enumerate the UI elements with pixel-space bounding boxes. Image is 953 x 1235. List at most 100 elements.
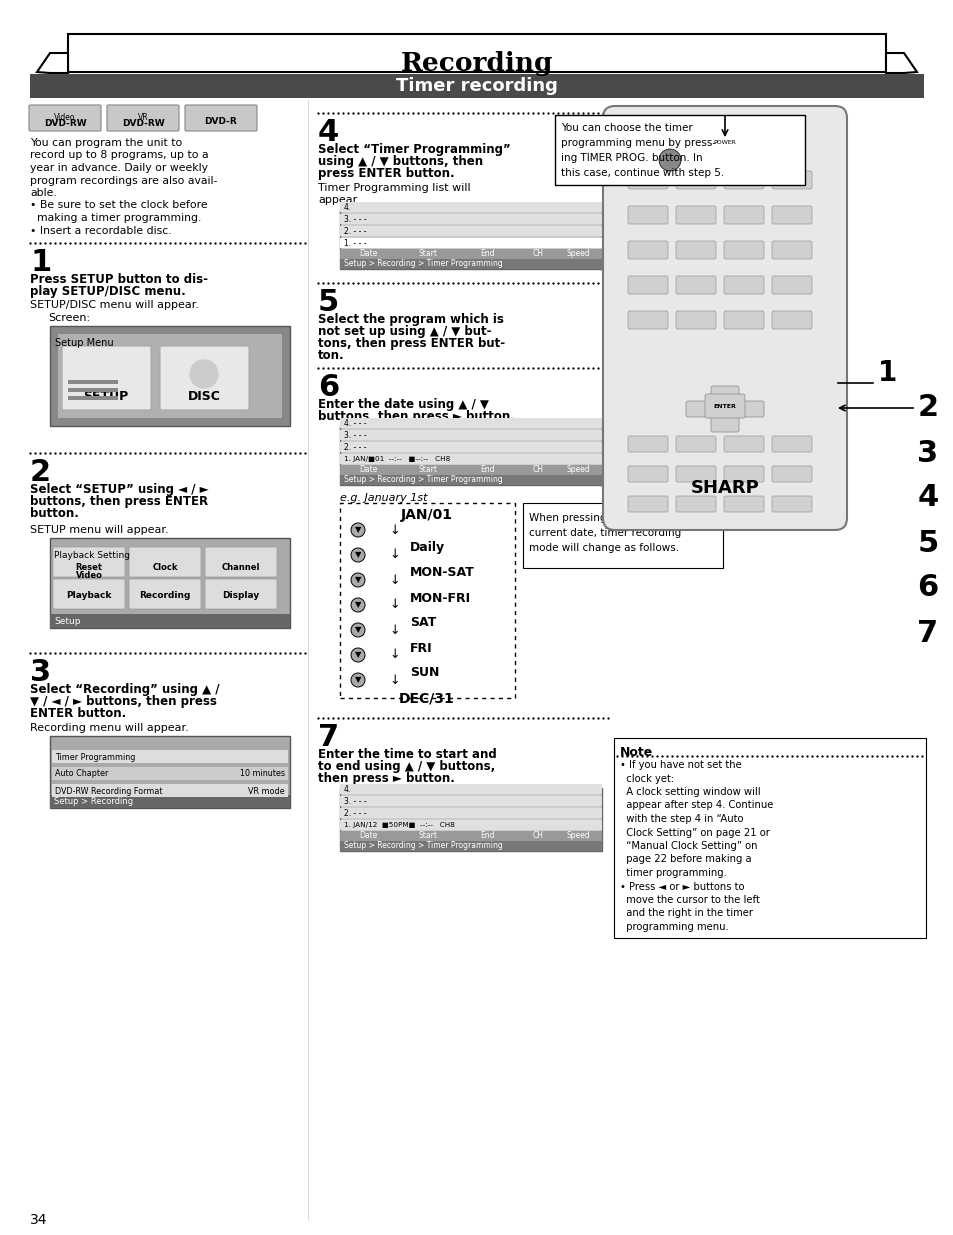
FancyBboxPatch shape <box>771 170 811 189</box>
Text: End: End <box>480 831 495 841</box>
FancyBboxPatch shape <box>710 416 739 432</box>
Text: 34: 34 <box>30 1213 48 1228</box>
FancyBboxPatch shape <box>676 206 716 224</box>
Text: Timer recording: Timer recording <box>395 77 558 95</box>
Text: Auto Chapter: Auto Chapter <box>55 769 109 778</box>
Text: this case, continue with step 5.: this case, continue with step 5. <box>560 168 723 178</box>
FancyBboxPatch shape <box>627 241 667 259</box>
Text: 7: 7 <box>317 722 338 752</box>
Text: ↓: ↓ <box>390 673 400 687</box>
FancyBboxPatch shape <box>723 466 763 482</box>
Text: buttons, then press ENTER: buttons, then press ENTER <box>30 495 208 508</box>
Bar <box>339 831 601 841</box>
FancyBboxPatch shape <box>676 466 716 482</box>
Text: ton.: ton. <box>317 350 344 362</box>
FancyBboxPatch shape <box>53 579 125 609</box>
Bar <box>614 739 925 939</box>
Text: Recording: Recording <box>400 51 553 75</box>
FancyBboxPatch shape <box>205 579 276 609</box>
FancyBboxPatch shape <box>602 106 846 530</box>
Text: Date: Date <box>358 249 376 258</box>
Circle shape <box>351 522 365 537</box>
Text: ▼: ▼ <box>355 651 361 659</box>
FancyBboxPatch shape <box>723 496 763 513</box>
Text: 2: 2 <box>30 458 51 487</box>
Text: 1. JAN/12  ■50PM■  --:--   CH8: 1. JAN/12 ■50PM■ --:-- CH8 <box>344 823 455 827</box>
Bar <box>339 257 601 269</box>
Text: Setup > Recording > Timer Programming: Setup > Recording > Timer Programming <box>344 258 502 268</box>
Circle shape <box>190 359 218 388</box>
Text: Date: Date <box>358 831 376 841</box>
Text: VR: VR <box>137 114 148 122</box>
Text: Press SETUP button to dis-: Press SETUP button to dis- <box>30 273 208 287</box>
Text: Select the program which is: Select the program which is <box>317 312 503 326</box>
Text: 4: 4 <box>917 483 938 513</box>
Text: button.: button. <box>30 508 79 520</box>
Text: ▼: ▼ <box>355 526 361 535</box>
Text: 5: 5 <box>917 529 938 557</box>
Text: Timer Programming list will: Timer Programming list will <box>317 183 470 193</box>
Text: Setup: Setup <box>54 616 80 625</box>
Bar <box>339 797 601 806</box>
Bar <box>50 736 290 808</box>
Text: appear.: appear. <box>317 195 359 205</box>
Text: ▼: ▼ <box>355 551 361 559</box>
Circle shape <box>351 548 365 562</box>
Bar <box>68 388 118 391</box>
FancyBboxPatch shape <box>771 206 811 224</box>
Circle shape <box>351 622 365 637</box>
Text: 3. - - -: 3. - - - <box>344 215 366 224</box>
Circle shape <box>351 648 365 662</box>
Bar <box>339 473 601 485</box>
Text: End: End <box>480 249 495 258</box>
Text: move the cursor to the left: move the cursor to the left <box>619 895 760 905</box>
Text: press ENTER button.: press ENTER button. <box>317 167 455 180</box>
Text: Note: Note <box>619 746 653 758</box>
Bar <box>339 209 601 269</box>
Text: 3. - - -: 3. - - - <box>344 797 366 805</box>
Text: SHARP: SHARP <box>690 479 759 496</box>
Text: Start: Start <box>418 831 437 841</box>
Bar <box>68 380 118 384</box>
Bar <box>58 333 282 417</box>
Text: current date, timer recording: current date, timer recording <box>529 529 680 538</box>
Text: not set up using ▲ / ▼ but-: not set up using ▲ / ▼ but- <box>317 325 491 338</box>
Text: 6: 6 <box>917 573 938 603</box>
Text: 6: 6 <box>317 373 339 403</box>
Text: 4. - - -: 4. - - - <box>344 419 366 427</box>
Bar <box>52 767 288 781</box>
Text: ↓: ↓ <box>390 548 400 562</box>
FancyBboxPatch shape <box>723 311 763 329</box>
FancyBboxPatch shape <box>704 394 744 417</box>
FancyBboxPatch shape <box>723 241 763 259</box>
Polygon shape <box>885 53 916 73</box>
Text: Screen:: Screen: <box>48 312 90 324</box>
Text: • Insert a recordable disc.: • Insert a recordable disc. <box>30 226 172 236</box>
Bar <box>339 839 601 851</box>
Text: • Be sure to set the clock before: • Be sure to set the clock before <box>30 200 208 210</box>
Text: 1. JAN/■01  --:--   ■--:--   CH8: 1. JAN/■01 --:-- ■--:-- CH8 <box>344 456 450 462</box>
Text: appear after step 4. Continue: appear after step 4. Continue <box>619 800 773 810</box>
Bar <box>339 226 601 236</box>
Text: 3: 3 <box>30 658 51 687</box>
Text: DVD-RW Recording Format: DVD-RW Recording Format <box>55 787 162 795</box>
Text: ▼ / ◄ / ► buttons, then press: ▼ / ◄ / ► buttons, then press <box>30 695 216 708</box>
FancyBboxPatch shape <box>29 105 101 131</box>
Text: CH: CH <box>532 831 543 841</box>
Text: ▼: ▼ <box>355 625 361 635</box>
Text: “Manual Clock Setting” on: “Manual Clock Setting” on <box>619 841 757 851</box>
Text: Speed: Speed <box>565 466 589 474</box>
Text: 3. - - -: 3. - - - <box>344 431 366 440</box>
Text: record up to 8 programs, up to a: record up to 8 programs, up to a <box>30 151 209 161</box>
Text: e.g. January 1st: e.g. January 1st <box>339 493 427 503</box>
Text: ↓: ↓ <box>390 573 400 587</box>
Text: 2. - - -: 2. - - - <box>344 809 366 818</box>
Text: 2. - - -: 2. - - - <box>344 226 366 236</box>
Text: 4.: 4. <box>344 784 351 794</box>
FancyBboxPatch shape <box>627 206 667 224</box>
Text: Setup > Recording > Timer Programming: Setup > Recording > Timer Programming <box>344 474 502 483</box>
Text: Daily: Daily <box>410 541 445 555</box>
Text: ▼: ▼ <box>355 676 361 684</box>
Bar <box>50 326 290 426</box>
Bar <box>339 784 601 794</box>
